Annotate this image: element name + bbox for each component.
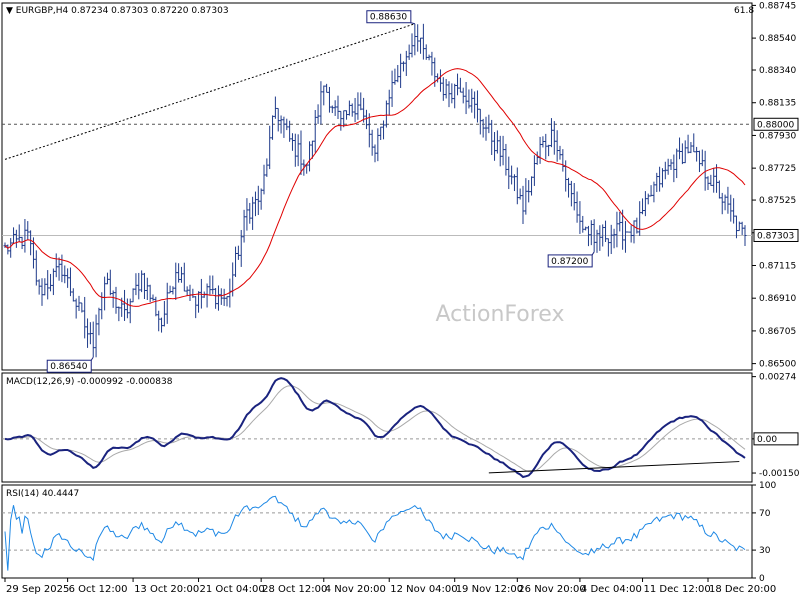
x-tick-label: 28 Oct 12:00 (262, 584, 327, 595)
current-price-label: 0.87303 (757, 231, 794, 241)
y-tick-label: 0.88135 (759, 99, 796, 109)
x-tick-label: 21 Oct 04:00 (200, 584, 265, 595)
y-tick-label: 0.88745 (759, 1, 796, 11)
watermark: ActionForex (436, 302, 565, 327)
panel-frame-0 (1, 2, 753, 371)
moving-average-line (4, 68, 746, 307)
y-tick-label: 0.87725 (759, 164, 796, 174)
price-annotation-pointer (410, 22, 415, 25)
y-tick-label: 0.87930 (759, 131, 796, 141)
x-tick-label: 4 Dec 04:00 (581, 584, 642, 595)
reference-level-label: 0.88000 (757, 120, 794, 130)
price-annotation-label: 0.86540 (50, 362, 87, 372)
price-annotation-box (46, 359, 92, 373)
y-tick-label: 0.88540 (759, 34, 796, 44)
macd-y-tick-label: -0.001505 (759, 469, 800, 479)
macd-y-tick-label: 0.00274 (759, 373, 796, 383)
rsi-line (4, 495, 746, 571)
macd-divergence-line (488, 461, 740, 474)
macd-title: MACD(12,26,9) -0.000992 -0.000838 (6, 377, 173, 387)
x-tick-label: 6 Oct 12:00 (69, 584, 128, 595)
x-tick-label: 26 Nov 20:00 (518, 584, 585, 595)
macd-zero-label: 0.00 (757, 435, 777, 445)
rsi-title: RSI(14) 40.4447 (6, 489, 79, 499)
y-tick-label: 0.86500 (759, 360, 796, 370)
macd-zero-box (753, 432, 799, 446)
y-tick-label: 0.87525 (759, 196, 796, 206)
y-tick-label: 0.86910 (759, 294, 796, 304)
price-annotation-label: 0.87200 (551, 257, 588, 267)
x-tick-label: 13 Oct 20:00 (134, 584, 199, 595)
y-tick-label: 0.86705 (759, 327, 796, 337)
price-annotation-label: 0.88630 (370, 13, 407, 23)
y-tick-label: 0.88340 (759, 66, 796, 76)
x-tick-label: 19 Nov 12:00 (456, 584, 523, 595)
panel-frame-2 (1, 484, 753, 579)
x-tick-label: 29 Sep 2025 (6, 584, 69, 595)
reference-level-box (753, 117, 799, 131)
price-annotation-box (547, 254, 593, 268)
rsi-y-tick-label: 30 (759, 546, 771, 556)
price-annotation-box (366, 10, 412, 24)
rsi-y-tick-label: 0 (759, 574, 765, 584)
price-annotation-pointer (591, 251, 595, 256)
y-tick-label: 0.87115 (759, 261, 796, 271)
price-annotation-pointer (90, 356, 94, 361)
macd-line (4, 377, 746, 479)
rsi-y-tick-label: 70 (759, 509, 771, 519)
chart-header: ▼ EURGBP,H4 0.87234 0.87303 0.87220 0.87… (6, 6, 229, 16)
x-tick-label: 12 Nov 04:00 (390, 584, 457, 595)
x-tick-label: 18 Dec 20:00 (709, 584, 776, 595)
fib-label: 61.8 (734, 6, 754, 16)
x-tick-label: 11 Dec 12:00 (644, 584, 711, 595)
rsi-y-tick-label: 100 (759, 481, 776, 491)
current-price-box (753, 228, 799, 242)
x-tick-label: 4 Nov 20:00 (325, 584, 386, 595)
macd-signal-line (4, 385, 746, 473)
